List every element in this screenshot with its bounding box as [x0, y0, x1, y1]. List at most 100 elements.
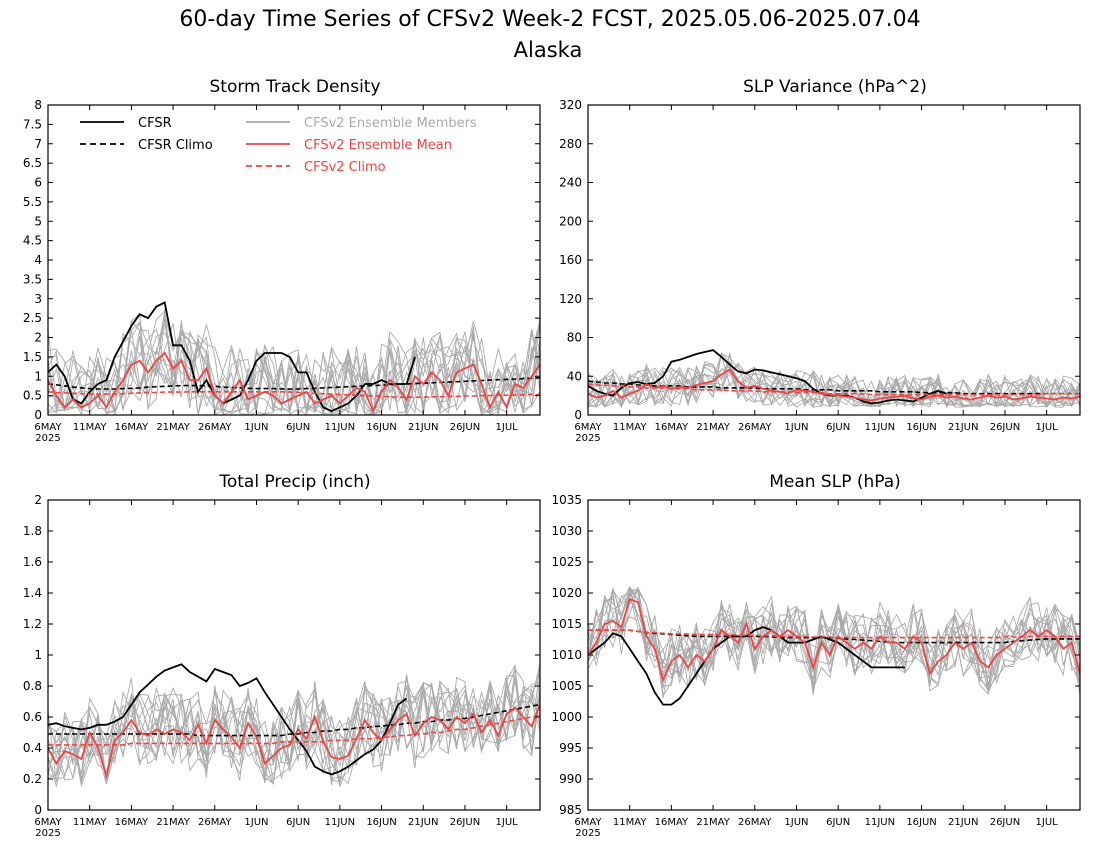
legend-label: CFSv2 Ensemble Mean — [304, 138, 452, 153]
ensemble-member-line — [588, 363, 1080, 409]
ensemble-member-line — [588, 588, 1080, 690]
y-tick-label: 4.5 — [23, 234, 42, 248]
plot-area — [48, 301, 540, 415]
x-tick-label: 26JUN — [450, 817, 480, 828]
y-tick-label: 80 — [567, 331, 582, 345]
x-tick-label: 21JUN — [408, 817, 438, 828]
x-tick-label: 16MAY — [655, 422, 689, 433]
x-tick-label: 6MAY — [574, 817, 602, 828]
y-tick-label: 200 — [559, 214, 582, 228]
y-tick-label: 0 — [34, 803, 42, 817]
panel-title: SLP Variance (hPa^2) — [743, 77, 927, 97]
x-tick-label: 6JUN — [286, 422, 310, 433]
x-tick-label: 1JUL — [1036, 817, 1059, 828]
series-line-cfsr-climo — [48, 377, 540, 390]
panel-1: Storm Track Density 0 0.5 1 1.5 2 2.5 3 3.5 4 4.5 5… — [23, 77, 541, 444]
y-tick-label: 1015 — [551, 617, 582, 631]
series-line-cfsv2-climo — [48, 714, 540, 746]
ensemble-member-line — [48, 328, 540, 415]
y-tick-label: 985 — [559, 803, 582, 817]
y-tick-label: 320 — [559, 98, 582, 112]
y-tick-label: 160 — [559, 253, 582, 267]
y-tick-label: 1030 — [551, 524, 582, 538]
x-tick-label: 26JUN — [990, 817, 1020, 828]
x-year-label: 2025 — [35, 433, 60, 444]
x-tick-label: 6MAY — [574, 422, 602, 433]
x-tick-label: 21JUN — [948, 817, 978, 828]
x-tick-label: 21MAY — [156, 422, 190, 433]
y-tick-label: 7 — [34, 137, 42, 151]
x-tick-label: 16JUN — [366, 422, 396, 433]
y-tick-label: 1025 — [551, 555, 582, 569]
y-tick-label: 1035 — [551, 493, 582, 507]
y-tick-label: 990 — [559, 772, 582, 786]
legend-label: CFSR Climo — [138, 138, 213, 153]
y-tick-label: 1010 — [551, 648, 582, 662]
plot-area — [588, 586, 1080, 706]
series-line-cfsv2-ensemble-mean — [48, 351, 540, 414]
x-tick-label: 11JUN — [865, 817, 895, 828]
y-tick-label: 2.5 — [23, 311, 42, 325]
y-tick-label: 0.2 — [23, 772, 42, 786]
x-tick-label: 1JUL — [496, 817, 519, 828]
x-tick-label: 21JUN — [408, 422, 438, 433]
x-tick-label: 16JUN — [906, 422, 936, 433]
x-tick-label: 21MAY — [696, 817, 730, 828]
ensemble-member-line — [588, 351, 1080, 408]
y-tick-label: 0 — [574, 408, 582, 422]
y-tick-label: 0.4 — [23, 741, 42, 755]
x-tick-label: 11JUN — [325, 817, 355, 828]
figure-title: 60-day Time Series of CFSv2 Week-2 FCST,… — [179, 7, 920, 32]
y-tick-label: 240 — [559, 176, 582, 190]
y-tick-label: 6.5 — [23, 156, 42, 170]
y-tick-label: 7.5 — [23, 117, 42, 131]
x-tick-label: 16JUN — [906, 817, 936, 828]
series-line-cfsv2-climo — [588, 629, 1080, 639]
ensemble-member-line — [48, 308, 540, 415]
y-tick-label: 5.5 — [23, 195, 42, 209]
plot-area — [48, 662, 540, 788]
series-line-cfsr — [48, 301, 416, 413]
x-tick-label: 21MAY — [156, 817, 190, 828]
x-tick-label: 1JUN — [244, 422, 268, 433]
y-tick-label: 1000 — [551, 710, 582, 724]
x-tick-label: 21JUN — [948, 422, 978, 433]
series-line-cfsv2-ensemble-mean — [48, 704, 540, 780]
x-tick-label: 26MAY — [738, 817, 772, 828]
x-tick-label: 16MAY — [655, 817, 689, 828]
ensemble-member-line — [588, 592, 1080, 691]
x-tick-label: 11MAY — [73, 817, 107, 828]
y-tick-label: 1.2 — [23, 617, 42, 631]
x-tick-label: 11JUN — [865, 422, 895, 433]
ensemble-member-line — [48, 667, 540, 785]
legend-label: CFSR — [138, 116, 172, 131]
x-tick-label: 1JUN — [784, 817, 808, 828]
x-tick-label: 26MAY — [198, 817, 232, 828]
y-tick-label: 1020 — [551, 586, 582, 600]
x-tick-label: 1JUL — [1036, 422, 1059, 433]
series-line-cfsv2-climo — [48, 390, 540, 399]
y-tick-label: 0.5 — [23, 389, 42, 403]
ensemble-member-line — [48, 310, 540, 415]
x-tick-label: 26MAY — [738, 422, 772, 433]
x-tick-label: 26JUN — [450, 422, 480, 433]
x-tick-label: 1JUN — [784, 422, 808, 433]
y-tick-label: 6 — [34, 176, 42, 190]
x-tick-label: 11MAY — [613, 817, 647, 828]
y-tick-label: 3.5 — [23, 272, 42, 286]
x-tick-label: 1JUN — [244, 817, 268, 828]
x-tick-label: 11MAY — [613, 422, 647, 433]
ensemble-member-line — [48, 675, 540, 783]
x-tick-label: 6MAY — [34, 817, 62, 828]
ensemble-member-line — [588, 587, 1080, 689]
y-tick-label: 2 — [34, 493, 42, 507]
y-tick-label: 1.8 — [23, 524, 42, 538]
x-tick-label: 11JUN — [325, 422, 355, 433]
ensemble-member-line — [48, 665, 540, 786]
x-tick-label: 11MAY — [73, 422, 107, 433]
x-tick-label: 26MAY — [198, 422, 232, 433]
figure-subtitle: Alaska — [514, 38, 583, 62]
y-tick-label: 2 — [34, 331, 42, 345]
